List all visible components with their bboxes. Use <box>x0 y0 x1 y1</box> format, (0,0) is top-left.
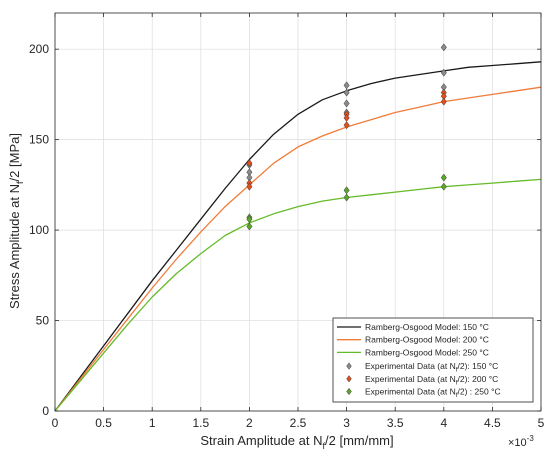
y-tick-label: 50 <box>36 314 50 328</box>
x-axis-ticks: 0 0.5 1 1.5 2 2.5 3 3.5 4 4.5 5 <box>52 13 545 430</box>
y-tick-label: 100 <box>29 223 49 237</box>
model-curve-0 <box>54 61 542 412</box>
model-curve-1 <box>54 86 542 412</box>
exp-point-1 <box>343 121 350 130</box>
exp-point-2 <box>343 193 350 202</box>
exp-point-1 <box>246 182 253 191</box>
y-axis-ticks: 0 50 100 150 200 <box>29 42 541 418</box>
x-tick-label: 3 <box>343 416 350 430</box>
x-tick-label: 0.5 <box>95 416 112 430</box>
legend-label-model-2: Ramberg-Osgood Model: 250 °C <box>365 347 489 357</box>
x-axis-label: Strain Amplitude at Nf/2 [mm/mm] <box>200 433 393 451</box>
x-tick-label: 2.5 <box>290 416 307 430</box>
exp-point-1 <box>440 97 447 106</box>
exp-point-0 <box>343 88 350 97</box>
legend-marker-2 <box>346 387 352 396</box>
legend-label-model-0: Ramberg-Osgood Model: 150 °C <box>365 322 489 332</box>
y-axis-label: Stress Amplitude at Nf/2 [MPa] <box>7 133 25 309</box>
legend-label-exp-2: Experimental Data (at Nf/2) : 250 °C <box>365 387 501 400</box>
legend: Ramberg-Osgood Model: 150 °C Ramberg-Osgo… <box>332 317 534 403</box>
x-tick-label: 3.5 <box>387 416 404 430</box>
x-tick-label: 0 <box>52 416 59 430</box>
y-tick-label: 0 <box>42 404 49 418</box>
legend-marker-1 <box>346 375 352 383</box>
exp-point-1 <box>246 159 253 168</box>
exp-point-0 <box>343 99 350 108</box>
exp-point-2 <box>440 173 447 182</box>
exp-point-2 <box>440 182 447 191</box>
exp-point-2 <box>246 222 253 231</box>
exp-point-0 <box>440 43 447 52</box>
exp-point-0 <box>440 68 447 77</box>
x-tick-label: 4.5 <box>484 416 501 430</box>
legend-label-exp-1: Experimental Data (at Nf/2): 200 °C <box>365 374 498 387</box>
legend-marker-0 <box>346 362 352 370</box>
model-curves <box>54 61 542 412</box>
legend-label-model-1: Ramberg-Osgood Model: 200 °C <box>365 335 489 345</box>
x-axis-multiplier: ×10-3 <box>508 434 534 449</box>
x-tick-label: 1 <box>149 416 156 430</box>
x-tick-label: 2 <box>246 416 253 430</box>
x-tick-label: 4 <box>440 416 447 430</box>
y-tick-label: 200 <box>29 42 49 56</box>
x-tick-label: 5 <box>538 416 545 430</box>
y-tick-label: 150 <box>29 133 49 147</box>
experimental-points <box>246 43 447 231</box>
x-tick-label: 1.5 <box>192 416 209 430</box>
model-curve-2 <box>54 178 542 412</box>
legend-box <box>332 317 534 403</box>
legend-label-exp-0: Experimental Data (at Nf/2): 150 °C <box>365 361 498 374</box>
